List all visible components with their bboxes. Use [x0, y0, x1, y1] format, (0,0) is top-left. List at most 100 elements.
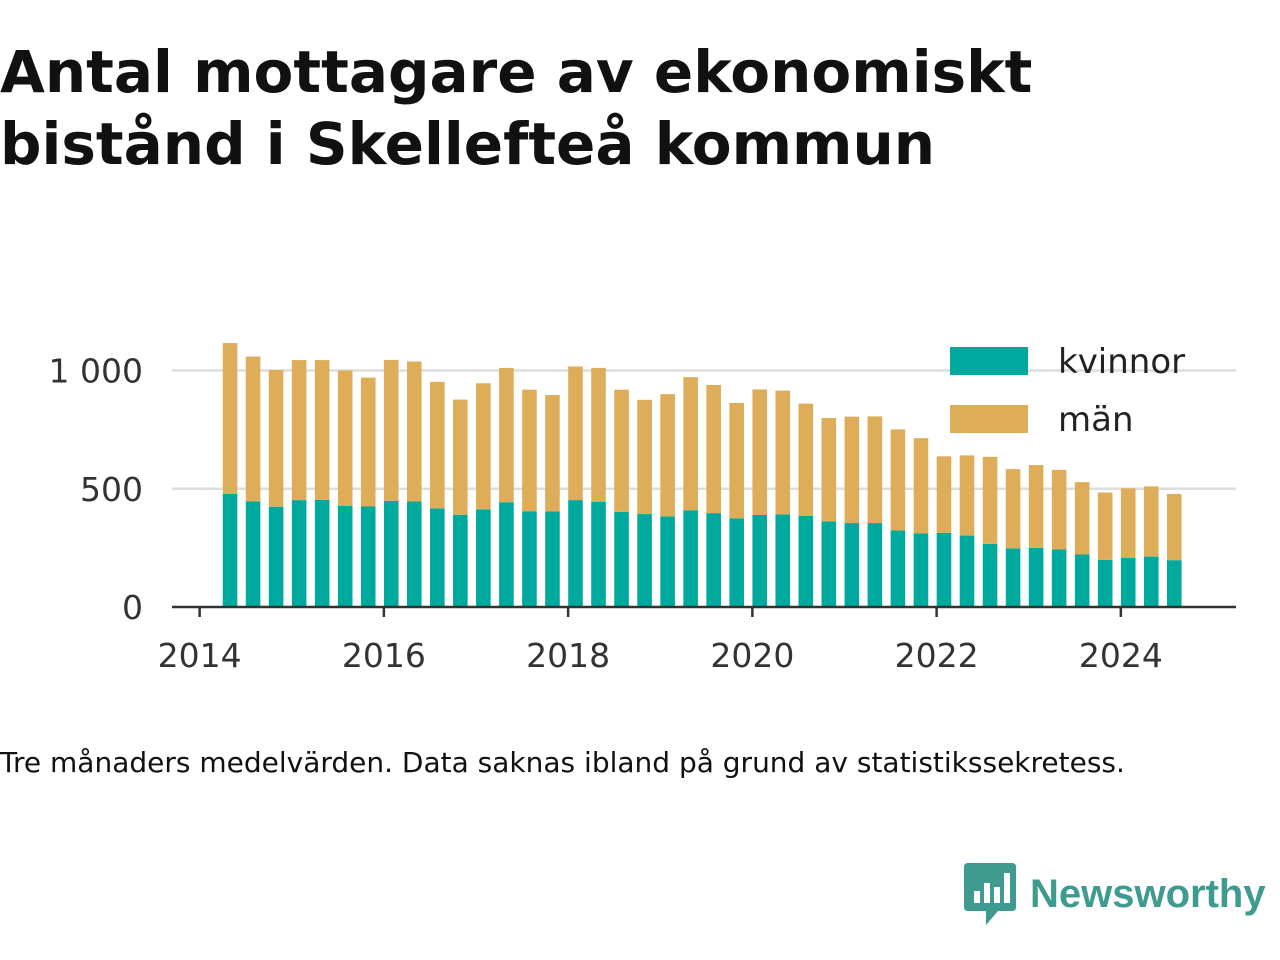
legend-label-man: män — [1058, 400, 1134, 440]
bar-man — [314, 360, 330, 500]
bar-kvinnor — [936, 532, 952, 607]
bar-man — [268, 370, 284, 507]
bar-man — [383, 359, 399, 501]
bar-kvinnor — [314, 499, 330, 607]
bar-kvinnor — [222, 493, 238, 607]
bar-man — [867, 416, 883, 524]
bar-man — [1120, 488, 1136, 559]
bar-kvinnor — [982, 543, 998, 607]
bar-kvinnor — [499, 502, 514, 607]
bar-kvinnor — [913, 533, 929, 607]
bar-man — [959, 455, 975, 536]
bar-man — [337, 370, 353, 507]
chart-title: Antal mottagare av ekonomiskt bistånd i … — [0, 38, 1033, 178]
bar-kvinnor — [660, 516, 675, 607]
bar-kvinnor — [337, 506, 353, 607]
bar-man — [453, 399, 468, 515]
x-tick-label: 2014 — [158, 636, 242, 675]
bar-man — [844, 416, 860, 524]
bar-kvinnor — [637, 514, 652, 607]
stacked-bar-chart: 0 500 1 000 2014 2016 2018 2020 2022 2024 kvinno… — [49, 342, 1236, 675]
bar-kvinnor — [1074, 554, 1090, 607]
legend-swatch-kvinnor — [950, 347, 1028, 375]
bar-kvinnor — [1143, 556, 1159, 607]
bar-chart-speech-bubble-icon — [964, 863, 1016, 925]
bar-man — [798, 403, 814, 516]
x-tick-label: 2024 — [1079, 636, 1163, 675]
bar-kvinnor — [1166, 560, 1182, 607]
bar-man — [614, 389, 629, 512]
bar-man — [1097, 492, 1113, 560]
bar-man — [245, 356, 261, 502]
bar-kvinnor — [291, 500, 307, 607]
bar-man — [706, 384, 721, 514]
bar-kvinnor — [614, 511, 629, 607]
bar-man — [683, 377, 698, 511]
bar-kvinnor — [752, 515, 768, 607]
brand-logo: Newsworthy — [964, 862, 1266, 926]
bar-man — [729, 402, 744, 519]
axes: 0 500 1 000 2014 2016 2018 2020 2022 2024 — [49, 352, 1236, 675]
legend-swatch-man — [950, 405, 1028, 433]
bar-kvinnor — [545, 511, 560, 607]
bar-kvinnor — [1028, 547, 1044, 608]
bar-kvinnor — [706, 513, 721, 607]
bar-man — [1005, 469, 1021, 549]
bar-man — [522, 389, 537, 512]
legend: kvinnor män — [950, 342, 1185, 440]
x-tick-label: 2018 — [526, 636, 610, 675]
bar-man — [752, 389, 768, 515]
bar-kvinnor — [453, 514, 468, 607]
bar-kvinnor — [268, 506, 284, 607]
bar-man — [936, 456, 952, 533]
bar-man — [775, 390, 791, 515]
bar-kvinnor — [430, 508, 445, 607]
bar-kvinnor — [683, 510, 698, 607]
bar-man — [360, 377, 376, 507]
bar-man — [1028, 465, 1044, 548]
bar-man — [499, 367, 514, 503]
bar-kvinnor — [1051, 549, 1067, 607]
bar-kvinnor — [1097, 559, 1113, 607]
bar-man — [660, 394, 675, 517]
bar-man — [430, 381, 445, 509]
bar-man — [1143, 486, 1159, 557]
bar-man — [591, 367, 606, 502]
bar-kvinnor — [360, 506, 376, 607]
bar-kvinnor — [729, 518, 744, 607]
bar-kvinnor — [959, 535, 975, 607]
bar-kvinnor — [821, 521, 837, 607]
brand-name: Newsworthy — [1030, 871, 1266, 916]
y-tick-label: 500 — [80, 470, 143, 509]
bar-kvinnor — [1005, 548, 1021, 607]
x-tick-label: 2016 — [342, 636, 426, 675]
bar-kvinnor — [476, 509, 491, 607]
footnote: Tre månaders medelvärden. Data saknas ib… — [0, 746, 1125, 779]
bar-man — [1166, 493, 1182, 561]
bar-man — [982, 456, 998, 544]
x-tick-label: 2022 — [895, 636, 979, 675]
bar-kvinnor — [591, 501, 606, 607]
bar-man — [1074, 482, 1090, 555]
bar-kvinnor — [867, 523, 883, 607]
bar-man — [476, 383, 491, 510]
bar-kvinnor — [798, 515, 814, 607]
bar-kvinnor — [383, 500, 399, 607]
bar-kvinnor — [1120, 558, 1136, 607]
legend-label-kvinnor: kvinnor — [1058, 342, 1185, 382]
bars — [222, 343, 1182, 608]
bar-man — [821, 418, 837, 522]
bar-kvinnor — [568, 500, 583, 607]
y-tick-label: 0 — [122, 588, 143, 627]
bar-man — [545, 395, 560, 512]
x-tick-label: 2020 — [710, 636, 794, 675]
bar-man — [890, 429, 906, 531]
bar-kvinnor — [406, 501, 422, 607]
y-tick-label: 1 000 — [49, 352, 143, 391]
bar-man — [1051, 469, 1067, 550]
bar-man — [222, 343, 238, 494]
bar-kvinnor — [245, 501, 261, 607]
bar-kvinnor — [844, 523, 860, 607]
bar-kvinnor — [775, 514, 791, 607]
bar-kvinnor — [522, 511, 537, 607]
